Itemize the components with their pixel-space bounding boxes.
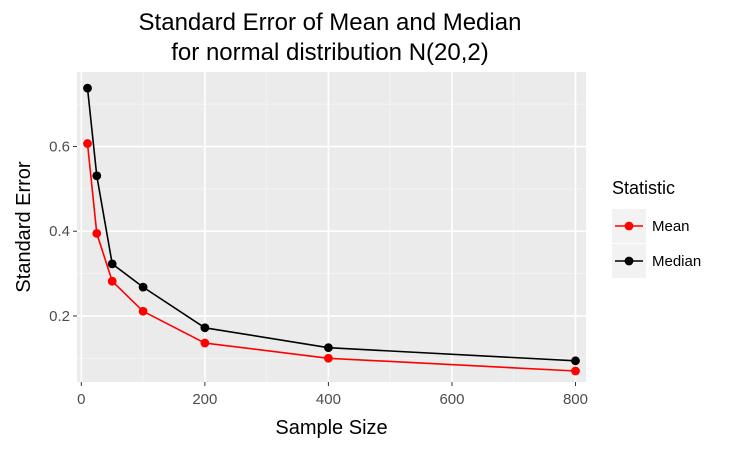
data-point-mean — [571, 366, 580, 376]
series-layer — [83, 83, 580, 376]
data-point-mean — [83, 139, 92, 148]
legend-point-median — [624, 256, 634, 266]
data-point-median — [324, 343, 333, 353]
data-point-mean — [107, 276, 117, 286]
legend-label-mean: Mean — [652, 218, 690, 235]
axes: 0 200 400 600 800 0.2 0.4 0.6 — [49, 139, 588, 408]
data-point-median — [92, 171, 102, 181]
data-point-median — [138, 282, 148, 292]
data-point-median — [571, 356, 580, 366]
x-tick-label: 600 — [439, 391, 464, 408]
chart-title: Standard Error of Mean and Median for no… — [139, 9, 522, 66]
plot-panel — [77, 72, 586, 382]
legend: Statistic Mean Median — [612, 178, 701, 278]
x-tick-label: 400 — [316, 391, 341, 408]
y-tick-label: 0.2 — [49, 308, 70, 325]
data-point-median — [83, 83, 92, 93]
data-point-mean — [92, 228, 102, 238]
legend-label-median: Median — [652, 253, 701, 270]
data-point-median — [200, 323, 210, 333]
data-point-mean — [200, 338, 210, 348]
y-tick-label: 0.6 — [49, 139, 70, 156]
x-tick-label: 0 — [77, 391, 85, 408]
x-tick-label: 800 — [563, 391, 588, 408]
data-point-mean — [324, 353, 333, 363]
legend-point-mean — [624, 221, 634, 231]
chart-title-line-2: for normal distribution N(20,2) — [171, 39, 488, 66]
grid-lines — [77, 72, 586, 382]
y-axis-title: Standard Error — [13, 161, 35, 293]
chart-title-line-1: Standard Error of Mean and Median — [139, 9, 522, 36]
y-tick-label: 0.4 — [49, 223, 70, 240]
data-point-median — [107, 259, 117, 269]
x-axis-title: Sample Size — [275, 417, 387, 439]
data-point-mean — [138, 306, 148, 316]
x-tick-label: 200 — [192, 391, 217, 408]
legend-title: Statistic — [612, 178, 675, 198]
